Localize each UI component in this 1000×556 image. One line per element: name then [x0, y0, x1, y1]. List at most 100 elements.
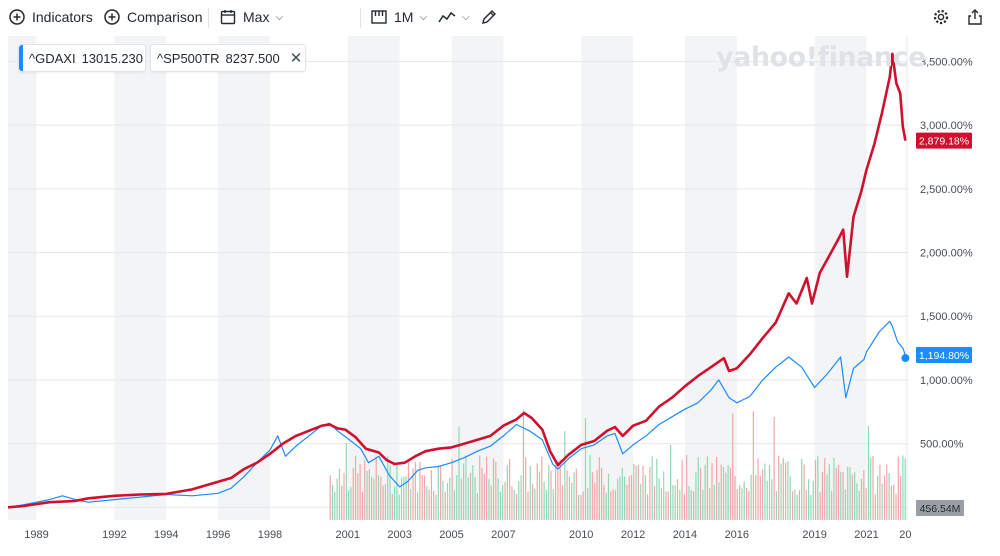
volume-bar	[587, 488, 589, 520]
volume-bar	[440, 466, 442, 520]
volume-bar	[552, 489, 554, 520]
interval-label: 1M	[394, 9, 414, 25]
year-band	[8, 36, 37, 520]
volume-bar	[382, 485, 384, 520]
volume-bar	[835, 467, 837, 520]
volume-bar	[396, 465, 398, 520]
gear-icon	[933, 9, 949, 25]
volume-bar	[833, 457, 835, 520]
volume-bar	[872, 456, 874, 520]
volume-bar	[476, 492, 479, 520]
series-lines	[7, 52, 910, 509]
year-band	[218, 36, 270, 520]
volume-bar	[633, 463, 635, 520]
volume-bar	[663, 471, 665, 520]
volume-bar	[594, 482, 596, 520]
volume-bar	[624, 476, 626, 520]
volume-bar	[653, 485, 656, 520]
volume-bar	[867, 426, 870, 520]
volume-bar	[557, 460, 559, 520]
volume-bar	[534, 488, 536, 520]
volume-bar	[794, 489, 796, 520]
volume-bar	[352, 468, 354, 520]
legend-sp500tr[interactable]: ^SP500TR 8237.500 ✕	[150, 44, 306, 72]
volume-bar	[840, 471, 842, 520]
volume-bar	[368, 468, 370, 520]
volume-bar	[453, 490, 456, 520]
x-axis: 1989 1992 1994 1996 1998 2001 2003 2005 2007 2010…	[24, 529, 911, 541]
series-line	[7, 52, 907, 509]
volume-bar	[865, 488, 867, 520]
volume-bar	[759, 475, 761, 520]
volume-bar	[509, 458, 511, 520]
interval-selector[interactable]: 1M ⌵	[370, 8, 427, 26]
volume-bar	[789, 476, 791, 520]
share-button[interactable]	[966, 8, 984, 26]
volume-label: 456.54M	[920, 503, 961, 515]
volume-bar	[543, 481, 545, 520]
x-tick-label: 2021	[854, 529, 878, 541]
volume-bar	[564, 431, 566, 520]
volume-bar	[575, 468, 577, 520]
volume-bar	[525, 457, 527, 520]
volume-bar	[555, 464, 557, 520]
volume-bar	[474, 477, 476, 520]
volume-bar	[389, 465, 391, 520]
close-icon[interactable]: ✕	[289, 50, 303, 67]
volume-bar	[881, 483, 883, 520]
volume-bar	[469, 472, 472, 520]
volume-bar	[709, 487, 711, 520]
volume-bar	[798, 490, 801, 520]
volume-bar	[640, 483, 642, 520]
chevron-down-icon: ⌵	[419, 11, 428, 23]
y-tick-label: 3,500.00%	[920, 56, 973, 68]
volume-bar	[607, 473, 610, 520]
comparison-button[interactable]: Comparison	[103, 8, 202, 26]
volume-bar	[566, 470, 568, 520]
indicators-button[interactable]: Indicators	[8, 8, 93, 26]
volume-bar	[334, 491, 336, 520]
legend-value: 13015.230	[81, 50, 144, 66]
last-value-tag	[916, 347, 972, 364]
volume-bar	[771, 479, 773, 520]
x-tick-label: 2003	[387, 529, 411, 541]
year-band	[581, 36, 634, 520]
volume-bar	[518, 481, 520, 520]
year-band	[814, 36, 867, 520]
x-tick-label: 1996	[206, 529, 230, 541]
volume-bar	[837, 464, 840, 520]
volume-bar	[718, 482, 720, 520]
chart-type-selector[interactable]: ⌵	[438, 8, 470, 26]
volume-bar	[762, 469, 764, 520]
volume-bar	[398, 494, 400, 520]
settings-button[interactable]	[932, 8, 950, 26]
volume-bar	[748, 491, 750, 520]
draw-button[interactable]	[480, 8, 498, 26]
volume-bar	[538, 471, 541, 520]
range-selector[interactable]: Max ⌵	[219, 8, 283, 26]
volume-bar	[568, 476, 571, 520]
legend-symbol: ^GDAXI	[29, 50, 76, 66]
volume-bar	[423, 475, 426, 520]
volume-bar	[522, 409, 525, 520]
y-tick-label: 500.00%	[920, 439, 964, 451]
volume-bar	[614, 490, 617, 520]
volume-bar	[357, 473, 359, 520]
volume-bar	[373, 478, 375, 520]
volume-bar	[598, 457, 600, 520]
volume-bar	[702, 489, 704, 520]
volume-bar	[713, 485, 715, 520]
volume-bar	[350, 487, 352, 520]
comparison-label: Comparison	[127, 9, 203, 25]
volume-bar	[630, 475, 633, 520]
legend-gdaxi[interactable]: ^GDAXI 13015.230	[18, 44, 146, 72]
toolbar-divider	[208, 8, 209, 28]
volume-bar	[851, 474, 853, 520]
volume-bar	[854, 472, 856, 520]
volume-bar	[722, 466, 725, 520]
volume-bar	[490, 485, 492, 520]
volume-bar	[380, 476, 382, 520]
volume-bar	[621, 468, 623, 520]
volume-bar	[904, 458, 906, 520]
